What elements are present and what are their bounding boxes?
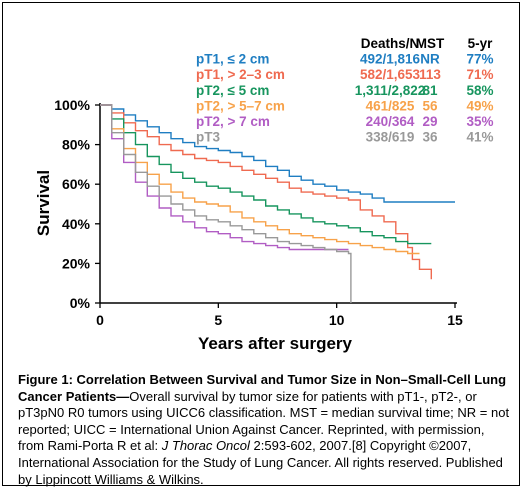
- y-tick-label: 0%: [70, 295, 91, 311]
- series-line-2: [100, 104, 432, 280]
- series-line-4: [100, 104, 420, 255]
- series-line-5: [100, 104, 349, 251]
- legend-deaths-n: 1,311/2,822: [355, 83, 426, 98]
- legend-series-name: pT2, ≤ 5 cm: [196, 83, 269, 98]
- legend-series-name: pT3: [196, 130, 220, 145]
- y-tick-label: 100%: [54, 97, 90, 113]
- legend-five-yr: 35%: [466, 114, 493, 129]
- x-tick-label: 5: [214, 312, 222, 328]
- legend-header: Deaths/N: [361, 36, 420, 51]
- caption-journal: J Thorac Oncol: [161, 438, 250, 454]
- legend-series-name: pT1, ≤ 2 cm: [196, 52, 269, 67]
- y-axis-label: Survival: [34, 170, 53, 236]
- figure-caption: Figure 1: Correlation Between Survival a…: [18, 372, 510, 488]
- series-line-6: [100, 104, 352, 303]
- x-tick-label: 0: [96, 312, 104, 328]
- legend-mst: 56: [422, 98, 438, 113]
- legend-deaths-n: 492/1,816: [360, 52, 421, 67]
- legend-series-name: pT1, > 2–3 cm: [196, 67, 285, 82]
- figure-frame: [2, 2, 520, 486]
- legend-series-name: pT2, > 7 cm: [196, 114, 270, 129]
- legend-deaths-n: 338/619: [366, 130, 415, 145]
- series-lines: [100, 104, 455, 303]
- caption-body: Overall survival by tumor size for patie…: [18, 388, 510, 454]
- y-tick-label: 80%: [62, 137, 91, 153]
- y-tick-label: 20%: [62, 255, 91, 271]
- legend-five-yr: 41%: [466, 130, 493, 145]
- x-axis-label: Years after surgery: [198, 334, 353, 353]
- legend-five-yr: 71%: [466, 67, 493, 82]
- y-tick-label: 40%: [62, 216, 91, 232]
- legend-deaths-n: 582/1,653: [360, 67, 421, 82]
- legend-mst: 36: [422, 130, 438, 145]
- legend-mst: NR: [420, 52, 440, 67]
- legend-header: 5-yr: [468, 36, 494, 51]
- series-line-3: [100, 104, 432, 245]
- legend-mst: 29: [422, 114, 437, 129]
- legend-header: MST: [416, 36, 445, 51]
- x-tick-label: 15: [447, 312, 463, 328]
- legend-deaths-n: 461/825: [366, 98, 415, 113]
- chart-axes: 0 5 10 15 0% 20% 40% 60% 80% 100%: [54, 97, 463, 328]
- caption-citation: 2:593-602, 2007.[8] Copyright ©2007, Int…: [18, 438, 503, 487]
- series-line-1: [100, 104, 455, 203]
- y-tick-label: 60%: [62, 176, 91, 192]
- legend-deaths-n: 240/364: [366, 114, 415, 129]
- legend-five-yr: 49%: [466, 98, 493, 113]
- legend-five-yr: 58%: [466, 83, 493, 98]
- legend-series-name: pT2, > 5–7 cm: [196, 98, 285, 113]
- x-tick-label: 10: [329, 312, 345, 328]
- legend-five-yr: 77%: [466, 52, 493, 67]
- legend-mst: 113: [419, 67, 441, 82]
- caption-title: Figure 1: Correlation Between Survival a…: [18, 372, 507, 404]
- legend-mst: 81: [422, 83, 438, 98]
